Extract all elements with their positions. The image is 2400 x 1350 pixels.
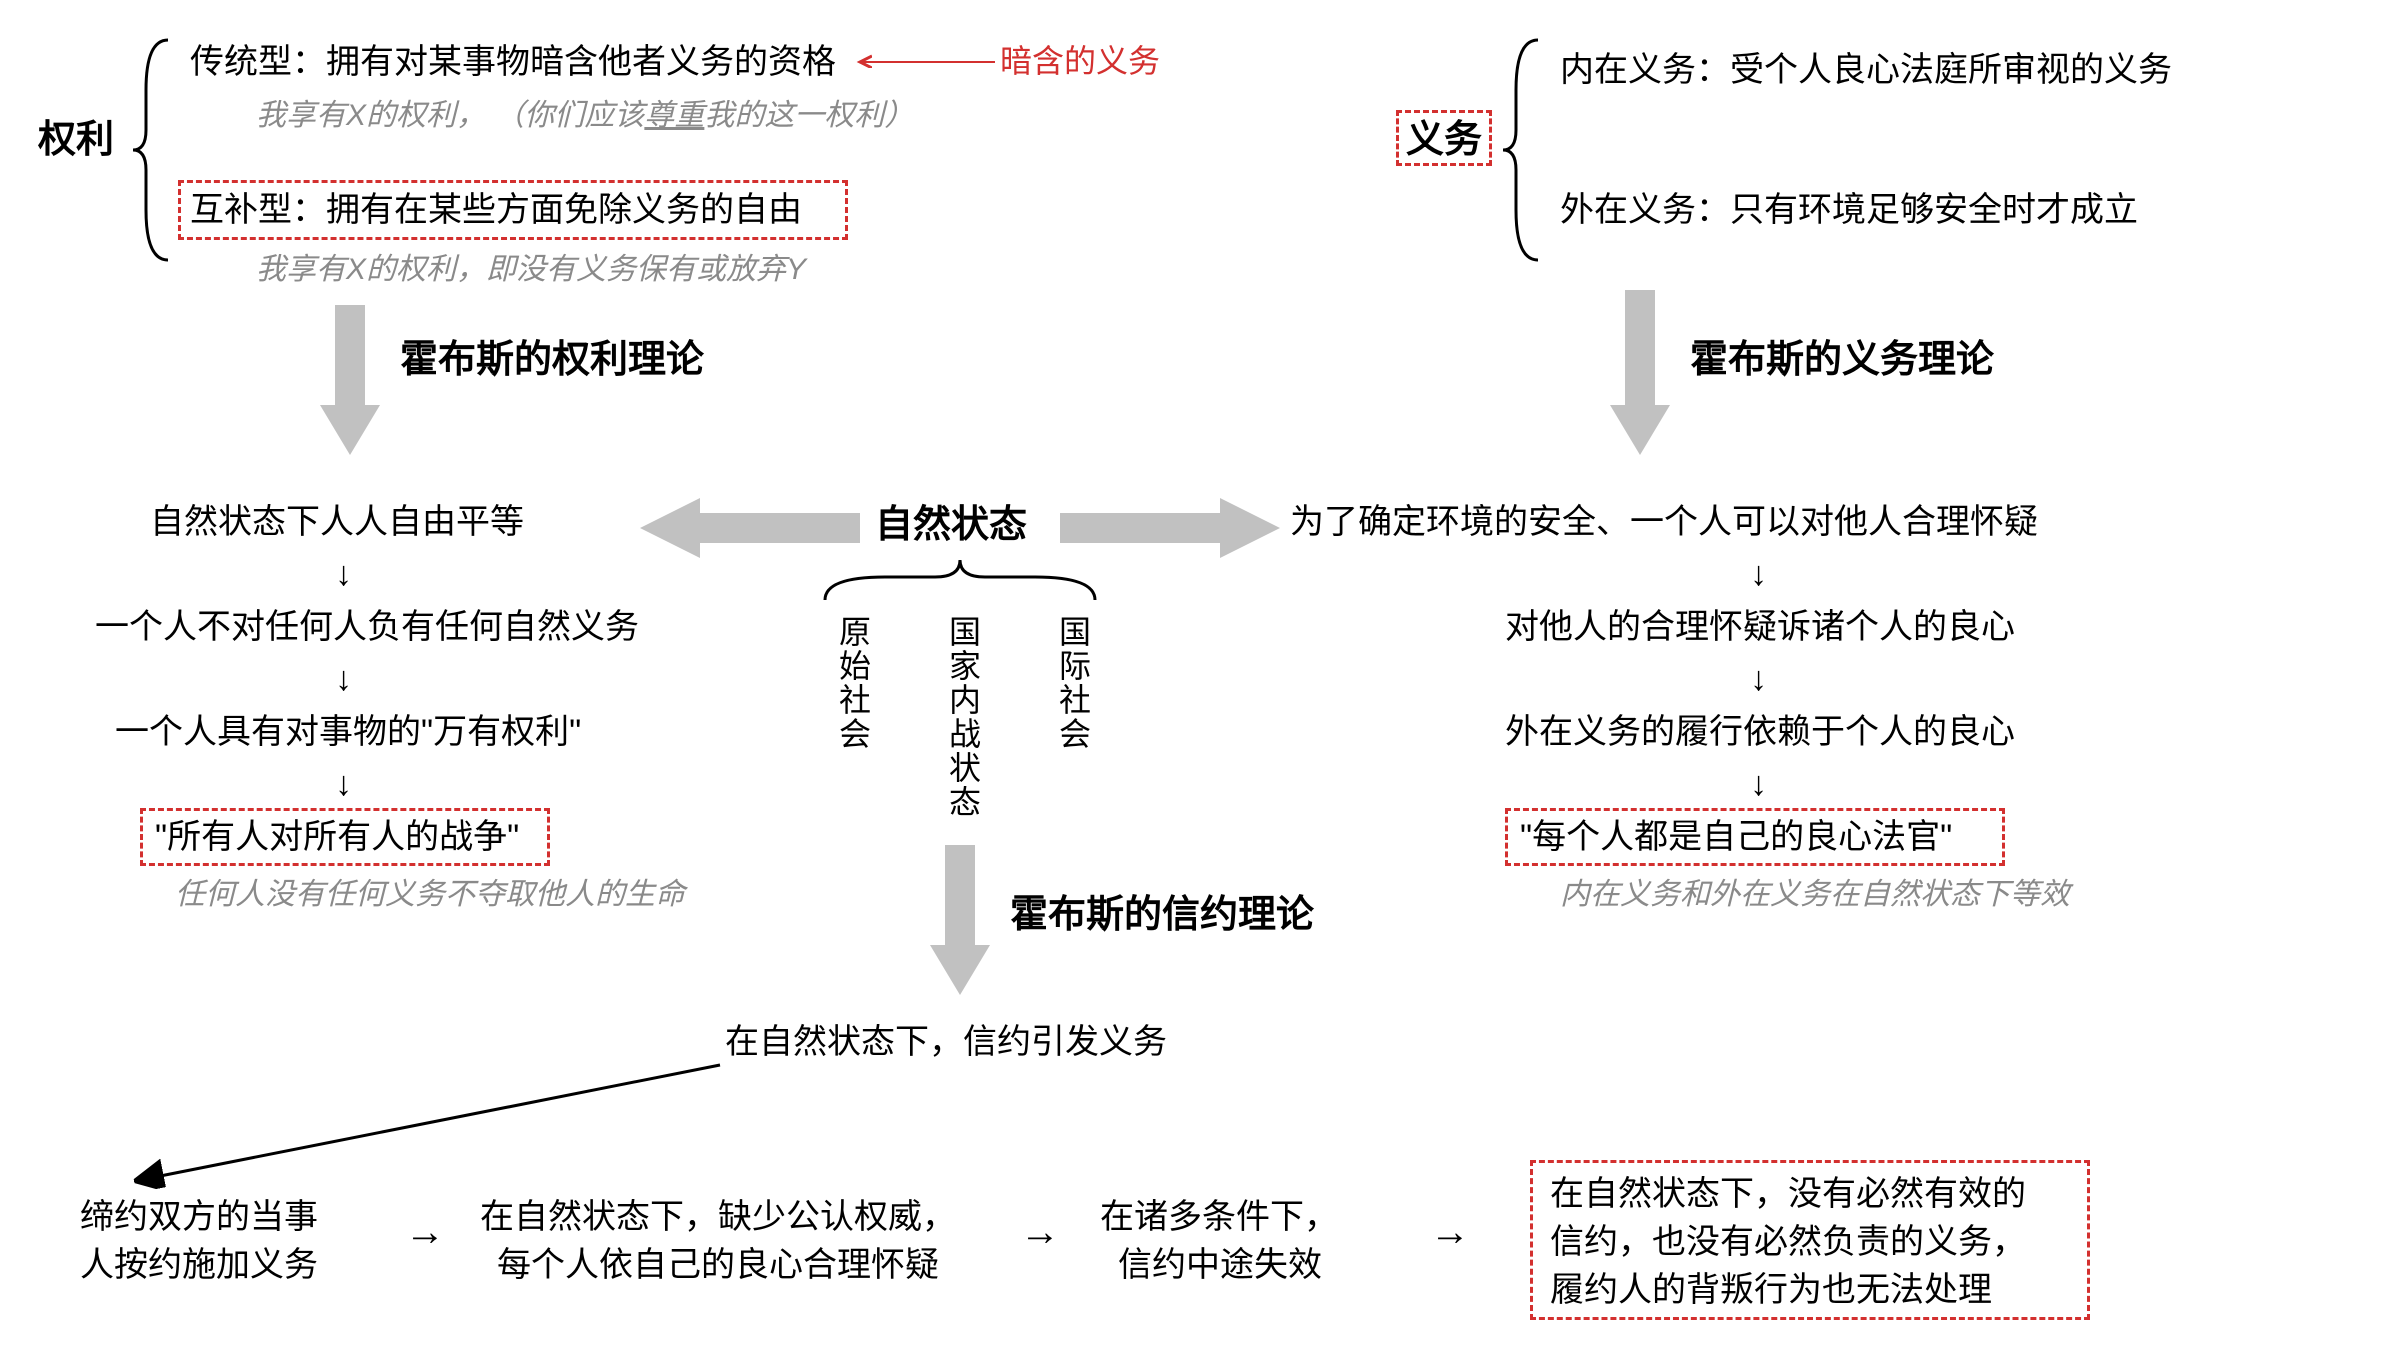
cov-a1: → [405,1210,445,1255]
rights-theory-title: 霍布斯的权利理论 [400,335,704,386]
cov-s2a: 在自然状态下，缺少公认权威， [480,1195,956,1241]
covenant-head: 在自然状态下，信约引发义务 [725,1020,1167,1066]
rights-n4-gloss: 任何人没有任何义务不夺取他人的生命 [175,875,685,916]
cov-s3b: 信约中途失效 [1118,1243,1322,1289]
duty-external: 外在义务：只有环境足够安全时才成立 [1560,188,2138,234]
duty-a2: ↓ [1750,660,1767,699]
rights-brace [128,35,178,265]
nature-right-arrow [1060,498,1280,558]
rights-n3: 一个人具有对事物的"万有权利" [115,710,581,756]
rights-traditional: 传统型：拥有对某事物暗含他者义务的资格 [190,40,836,86]
cov-s4b: 信约，也没有必然负责的义务， [1550,1220,2026,1266]
duty-down-arrow [1610,290,1670,455]
covenant-theory-title: 霍布斯的信约理论 [1010,890,1314,941]
rights-complementary-gloss: 我享有X的权利，即没有义务保有或放弃Y [256,250,806,291]
cov-s4c: 履约人的背叛行为也无法处理 [1550,1268,1992,1314]
duty-label: 义务 [1406,115,1482,166]
nature-down-brace [820,555,1100,610]
gloss-part-b-close: 我的这一权利） [704,99,914,132]
implicit-duty-arrow [855,50,1005,80]
nature-title: 自然状态 [875,500,1027,551]
rights-traditional-gloss: 我享有X的权利， （你们应该尊重我的这一权利） [256,96,914,137]
rights-a2: ↓ [335,660,352,699]
rights-n4: "所有人对所有人的战争" [155,815,519,861]
duty-n1: 为了确定环境的安全、一个人可以对他人合理怀疑 [1290,500,2038,546]
cov-s1a: 缔约双方的当事 [80,1195,318,1241]
nature-branch-c: 国际社会 [1050,615,1096,751]
duty-n3: 外在义务的履行依赖于个人的良心 [1505,710,2015,756]
rights-n1: 自然状态下人人自由平等 [150,500,524,546]
rights-label: 权利 [38,115,114,166]
gloss-part-a: 我享有X的权利， [256,99,486,132]
rights-n2: 一个人不对任何人负有任何自然义务 [95,605,639,651]
rights-down-arrow [320,305,380,455]
diagram-root: 权利 传统型：拥有对某事物暗含他者义务的资格 我享有X的权利， （你们应该尊重我… [0,0,2400,1350]
duty-a1: ↓ [1750,555,1767,594]
implicit-duty-note: 暗含的义务 [1000,40,1160,83]
cov-s3a: 在诸多条件下， [1100,1195,1338,1241]
rights-a3: ↓ [335,765,352,804]
duty-theory-title: 霍布斯的义务理论 [1690,335,1994,386]
cov-a3: → [1430,1210,1470,1255]
duty-n4: "每个人都是自己的良心法官" [1520,815,1952,861]
covenant-down-arrow [930,845,990,995]
duty-brace [1498,35,1548,265]
gloss-part-b-u: 尊重 [644,99,704,132]
cov-s4a: 在自然状态下，没有必然有效的 [1550,1172,2026,1218]
nature-left-arrow [640,498,860,558]
gloss-part-b-open: （你们应该 [494,99,644,132]
duty-n2: 对他人的合理怀疑诉诸个人的良心 [1505,605,2015,651]
duty-a3: ↓ [1750,765,1767,804]
cov-s1b: 人按约施加义务 [80,1243,318,1289]
duty-n4-gloss: 内在义务和外在义务在自然状态下等效 [1560,875,2070,916]
rights-a1: ↓ [335,555,352,594]
cov-s2b: 每个人依自己的良心合理怀疑 [497,1243,939,1289]
covenant-diag-arrow [130,1060,730,1190]
cov-a2: → [1020,1210,1060,1255]
rights-complementary: 互补型：拥有在某些方面免除义务的自由 [190,188,802,234]
nature-branch-b: 国家内战状态 [940,615,986,819]
duty-internal: 内在义务：受个人良心法庭所审视的义务 [1560,48,2172,94]
nature-branch-a: 原始社会 [830,615,876,751]
